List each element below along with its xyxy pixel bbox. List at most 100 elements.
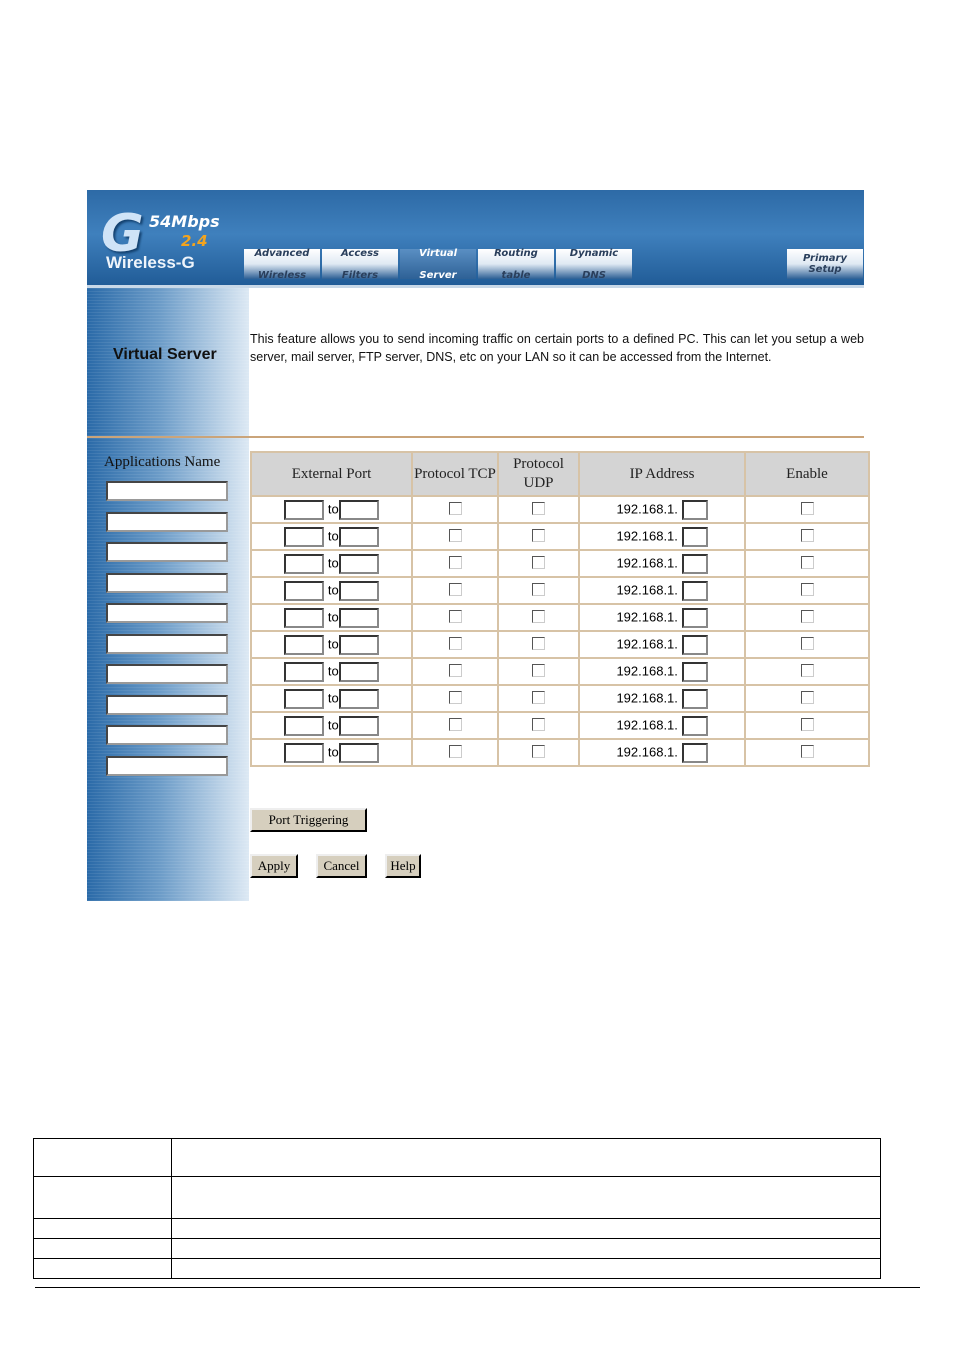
port-start-input[interactable] bbox=[284, 580, 325, 601]
tcp-checkbox[interactable] bbox=[448, 555, 462, 569]
port-end-input[interactable] bbox=[338, 688, 379, 709]
udp-checkbox[interactable] bbox=[532, 636, 545, 650]
port-triggering-button[interactable]: Port Triggering bbox=[250, 808, 367, 832]
enable-checkbox[interactable] bbox=[800, 501, 814, 515]
enable-checkbox[interactable] bbox=[800, 609, 814, 623]
help-button[interactable]: Help bbox=[385, 854, 421, 878]
tab-label: Virtual bbox=[419, 247, 457, 259]
udp-checkbox[interactable] bbox=[532, 609, 545, 623]
tab-primary-setup[interactable]: Primary Setup bbox=[787, 249, 863, 279]
enable-checkbox[interactable] bbox=[800, 744, 814, 758]
tcp-checkbox[interactable] bbox=[448, 501, 462, 515]
udp-checkbox[interactable] bbox=[532, 582, 545, 596]
udp-checkbox[interactable] bbox=[532, 744, 545, 758]
ip-last-octet-input[interactable] bbox=[681, 661, 708, 682]
tab-label: table bbox=[501, 269, 531, 281]
tab-dynamic[interactable]: Dynamic DNS bbox=[556, 248, 632, 281]
port-start-input[interactable] bbox=[284, 607, 325, 628]
application-name-input[interactable] bbox=[106, 664, 228, 684]
cancel-button[interactable]: Cancel bbox=[316, 854, 367, 878]
udp-checkbox[interactable] bbox=[532, 528, 545, 542]
enable-cell bbox=[744, 549, 870, 578]
application-name-input[interactable] bbox=[106, 633, 228, 654]
application-name-input[interactable] bbox=[106, 572, 228, 593]
tab-access[interactable]: Access Filters bbox=[322, 248, 398, 281]
port-end-input[interactable] bbox=[338, 661, 379, 682]
port-start-input[interactable] bbox=[284, 526, 325, 547]
udp-checkbox[interactable] bbox=[532, 501, 545, 515]
port-start-input[interactable] bbox=[284, 553, 325, 574]
application-name-input[interactable] bbox=[106, 603, 228, 623]
tcp-checkbox[interactable] bbox=[448, 528, 462, 542]
tab-label: Setup bbox=[808, 264, 842, 275]
port-end-input[interactable] bbox=[338, 634, 379, 655]
port-end-input[interactable] bbox=[338, 526, 379, 547]
application-name-input[interactable] bbox=[106, 511, 228, 532]
tcp-checkbox[interactable] bbox=[448, 690, 462, 704]
application-name-input[interactable] bbox=[106, 542, 228, 562]
enable-checkbox[interactable] bbox=[800, 636, 814, 650]
external-port-cell: to bbox=[250, 657, 413, 686]
port-start-input[interactable] bbox=[284, 688, 325, 709]
port-end-input[interactable] bbox=[338, 580, 379, 601]
ip-last-octet-input[interactable] bbox=[681, 553, 708, 574]
ip-last-octet-input[interactable] bbox=[681, 634, 708, 655]
port-start-input[interactable] bbox=[284, 634, 325, 655]
port-end-input[interactable] bbox=[338, 553, 379, 574]
enable-cell bbox=[744, 495, 870, 524]
port-end-input[interactable] bbox=[338, 499, 379, 520]
tcp-checkbox[interactable] bbox=[448, 636, 462, 650]
udp-checkbox[interactable] bbox=[532, 690, 545, 704]
table-row: to 192.168.1. bbox=[250, 684, 870, 713]
port-start-input[interactable] bbox=[284, 742, 325, 763]
application-name-input[interactable] bbox=[106, 725, 228, 745]
port-end-input[interactable] bbox=[338, 715, 379, 736]
tcp-cell bbox=[411, 522, 499, 551]
external-port-cell: to bbox=[250, 522, 413, 551]
tcp-cell bbox=[411, 684, 499, 713]
ip-last-octet-input[interactable] bbox=[681, 607, 708, 628]
udp-checkbox[interactable] bbox=[532, 663, 545, 677]
enable-checkbox[interactable] bbox=[800, 555, 814, 569]
port-start-input[interactable] bbox=[284, 715, 325, 736]
enable-checkbox[interactable] bbox=[800, 690, 814, 704]
port-start-input[interactable] bbox=[284, 661, 325, 682]
enable-checkbox[interactable] bbox=[800, 717, 814, 731]
tcp-checkbox[interactable] bbox=[448, 582, 462, 596]
ip-cell: 192.168.1. bbox=[578, 576, 746, 605]
udp-checkbox[interactable] bbox=[532, 555, 545, 569]
application-name-input[interactable] bbox=[106, 694, 228, 715]
to-label: to bbox=[327, 689, 339, 705]
ip-last-octet-input[interactable] bbox=[681, 526, 708, 547]
enable-cell bbox=[744, 603, 870, 632]
port-end-input[interactable] bbox=[338, 607, 379, 628]
enable-checkbox[interactable] bbox=[800, 663, 814, 677]
tab-routing[interactable]: Routing table bbox=[478, 248, 554, 281]
apply-button[interactable]: Apply bbox=[250, 854, 298, 878]
tab-virtual[interactable]: Virtual Server bbox=[400, 247, 476, 281]
enable-checkbox[interactable] bbox=[800, 582, 814, 596]
tcp-checkbox[interactable] bbox=[448, 609, 462, 623]
tcp-checkbox[interactable] bbox=[448, 744, 462, 758]
ip-last-octet-input[interactable] bbox=[681, 499, 708, 520]
table-row: to 192.168.1. bbox=[250, 522, 870, 551]
ip-prefix: 192.168.1. bbox=[616, 716, 678, 732]
ip-prefix: 192.168.1. bbox=[616, 581, 678, 597]
tcp-checkbox[interactable] bbox=[448, 663, 462, 677]
application-name-input[interactable] bbox=[106, 755, 228, 776]
port-start-input[interactable] bbox=[284, 499, 325, 520]
port-end-input[interactable] bbox=[338, 742, 379, 763]
tab-advanced[interactable]: Advanced Wireless bbox=[244, 248, 320, 281]
tcp-checkbox[interactable] bbox=[448, 717, 462, 731]
table-row: to 192.168.1. bbox=[250, 711, 870, 740]
udp-cell bbox=[497, 495, 580, 524]
application-name-input[interactable] bbox=[106, 481, 228, 501]
udp-cell bbox=[497, 522, 580, 551]
ip-last-octet-input[interactable] bbox=[681, 688, 708, 709]
enable-checkbox[interactable] bbox=[800, 528, 814, 542]
udp-checkbox[interactable] bbox=[532, 717, 545, 731]
ip-last-octet-input[interactable] bbox=[681, 715, 708, 736]
tcp-cell bbox=[411, 495, 499, 524]
ip-last-octet-input[interactable] bbox=[681, 742, 708, 763]
ip-last-octet-input[interactable] bbox=[681, 580, 708, 601]
